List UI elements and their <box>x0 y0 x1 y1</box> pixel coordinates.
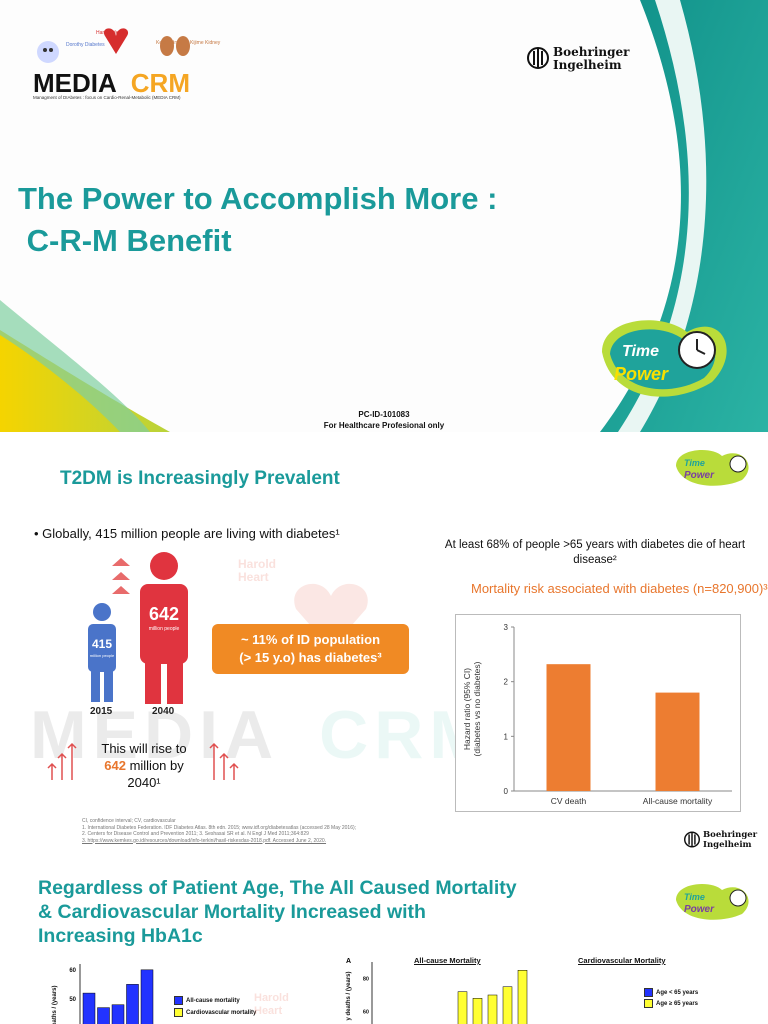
hba1c-right-chart: 60 80 y deaths / (years) <box>346 962 528 1024</box>
heart-disease-note: At least 68% of people >65 years with di… <box>444 539 746 566</box>
mortality-chart: 0 1 2 3 CV death All-cause mortality Hazard ra… <box>455 614 741 812</box>
legend-young: Age < 65 years <box>644 988 698 997</box>
svg-text:million people: million people <box>149 626 180 632</box>
time-power-badge: Time Power <box>602 320 727 397</box>
mascot-icons <box>37 28 190 63</box>
y-tick-label: 60 <box>69 968 76 974</box>
people-2015-value: 415 <box>92 637 112 651</box>
y-tick-label: 50 <box>69 997 76 1003</box>
boehringer-mark-icon <box>684 831 700 848</box>
bar <box>472 998 483 1024</box>
bar <box>457 991 468 1024</box>
watermark-heart-label: Harold Heart <box>238 557 277 584</box>
y-axis-label: y deaths / (years) <box>346 971 352 1020</box>
background-swoosh <box>0 0 768 432</box>
bar <box>655 692 700 791</box>
mascot-label-kidney-2: Kijime Kidney <box>190 40 221 46</box>
slide-title: T2DM is Increasingly Prevalent <box>60 468 340 489</box>
subtitle-cv: Cardiovascular Mortality <box>578 956 666 965</box>
media-crm-wordmark: MEDIA CRM <box>33 68 190 98</box>
year-2015: 2015 <box>90 706 113 717</box>
y-axis-label: Hazard ratio (95% CI)(diabetes vs no dia… <box>462 661 482 756</box>
bullet-globally: • Globally, 415 million people are livin… <box>34 526 340 541</box>
title-slide: Dorothy Diabetes Harold Heart Kezi Kidne… <box>0 0 768 432</box>
pc-id: PC-ID-101083 <box>358 410 410 419</box>
bar <box>502 986 513 1024</box>
legend-old: Age ≥ 65 years <box>644 999 698 1008</box>
people-2040-value: 642 <box>149 604 179 624</box>
boehringer-mark-icon <box>527 47 549 69</box>
mortality-chart-svg: 0 1 2 3 CV death All-cause mortality Hazard ra… <box>462 623 732 806</box>
bar <box>517 970 528 1024</box>
bar <box>487 994 498 1024</box>
y-tick-label: 80 <box>363 977 369 983</box>
subtitle-all-cause: All-cause Mortality <box>414 956 481 965</box>
slide-title: Regardless of Patient Age, The All Cause… <box>38 877 517 947</box>
hba1c-slide: Regardless of Patient Age, The All Cause… <box>0 866 768 1024</box>
bar <box>126 984 139 1024</box>
media-crm-subtitle: Managment of DIAbetes : focus on Cardio-… <box>33 95 181 100</box>
svg-text:Power: Power <box>684 470 715 481</box>
hba1c-panel-left: 50 60 y deaths / (years) All-cause mortali… <box>40 958 290 1024</box>
watermark-heart-label: Harold Heart <box>254 992 289 1017</box>
audience-note: For Healthcare Profesional only <box>323 421 445 430</box>
slide-title: The Power to Accomplish More : C-R-M Ben… <box>18 181 498 258</box>
chart-heading: Mortality risk associated with diabetes … <box>471 581 768 596</box>
svg-text:Power: Power <box>684 904 715 915</box>
prevalence-callout: ~ 11% of ID population (> 15 y.o) has di… <box>212 624 409 674</box>
time-power-badge-small: Time Power <box>676 450 749 486</box>
y-tick-label: 1 <box>504 732 509 741</box>
time-power-badge-small: Time Power <box>676 884 749 920</box>
rise-note: This will rise to 642 million by 2040¹ <box>101 741 187 790</box>
y-tick-label: 3 <box>504 623 509 632</box>
y-tick-label: 0 <box>504 787 509 796</box>
bar <box>140 969 154 1024</box>
references: CI, confidence interval; CV, cardiovascu… <box>82 818 357 844</box>
x-category-label: All-cause mortality <box>643 796 713 806</box>
badge-word-time: Time <box>622 343 659 360</box>
mascot-label-heart: Harold Heart <box>96 30 125 36</box>
mascot-label-diabetes: Dorothy Diabetes <box>66 42 105 48</box>
bar <box>111 1004 125 1024</box>
people-infographic: 415 million people 642 million people <box>88 552 188 704</box>
y-axis-label: y deaths / (years) <box>52 985 58 1024</box>
hba1c-panel-right: A All-cause Mortality Cardiovascular Mor… <box>340 956 710 1024</box>
bar <box>97 1007 110 1024</box>
svg-text:Time: Time <box>684 892 705 902</box>
y-tick-label: 2 <box>504 678 509 687</box>
prevalence-slide: MEDIA CRM Harold Heart T2DM is Increasing… <box>0 434 768 864</box>
legend-all-cause: All-cause mortality <box>174 996 240 1005</box>
watermark-heart-icon <box>294 583 368 649</box>
bar <box>82 992 96 1024</box>
rise-arrows <box>47 742 239 780</box>
y-tick-label: 60 <box>363 1010 369 1016</box>
hba1c-left-chart: 50 60 y deaths / (years) <box>52 964 154 1024</box>
svg-text:million people: million people <box>90 653 115 658</box>
bar <box>546 664 591 791</box>
svg-text:Time: Time <box>684 458 705 468</box>
year-2040: 2040 <box>152 706 175 717</box>
badge-word-power: Power <box>614 364 669 384</box>
x-category-label: CV death <box>551 796 587 806</box>
legend-cv: Cardiovascular mortality <box>174 1008 256 1017</box>
mascot-label-kidney-1: Kezi Kidney <box>156 40 183 46</box>
panel-letter: A <box>346 958 352 965</box>
